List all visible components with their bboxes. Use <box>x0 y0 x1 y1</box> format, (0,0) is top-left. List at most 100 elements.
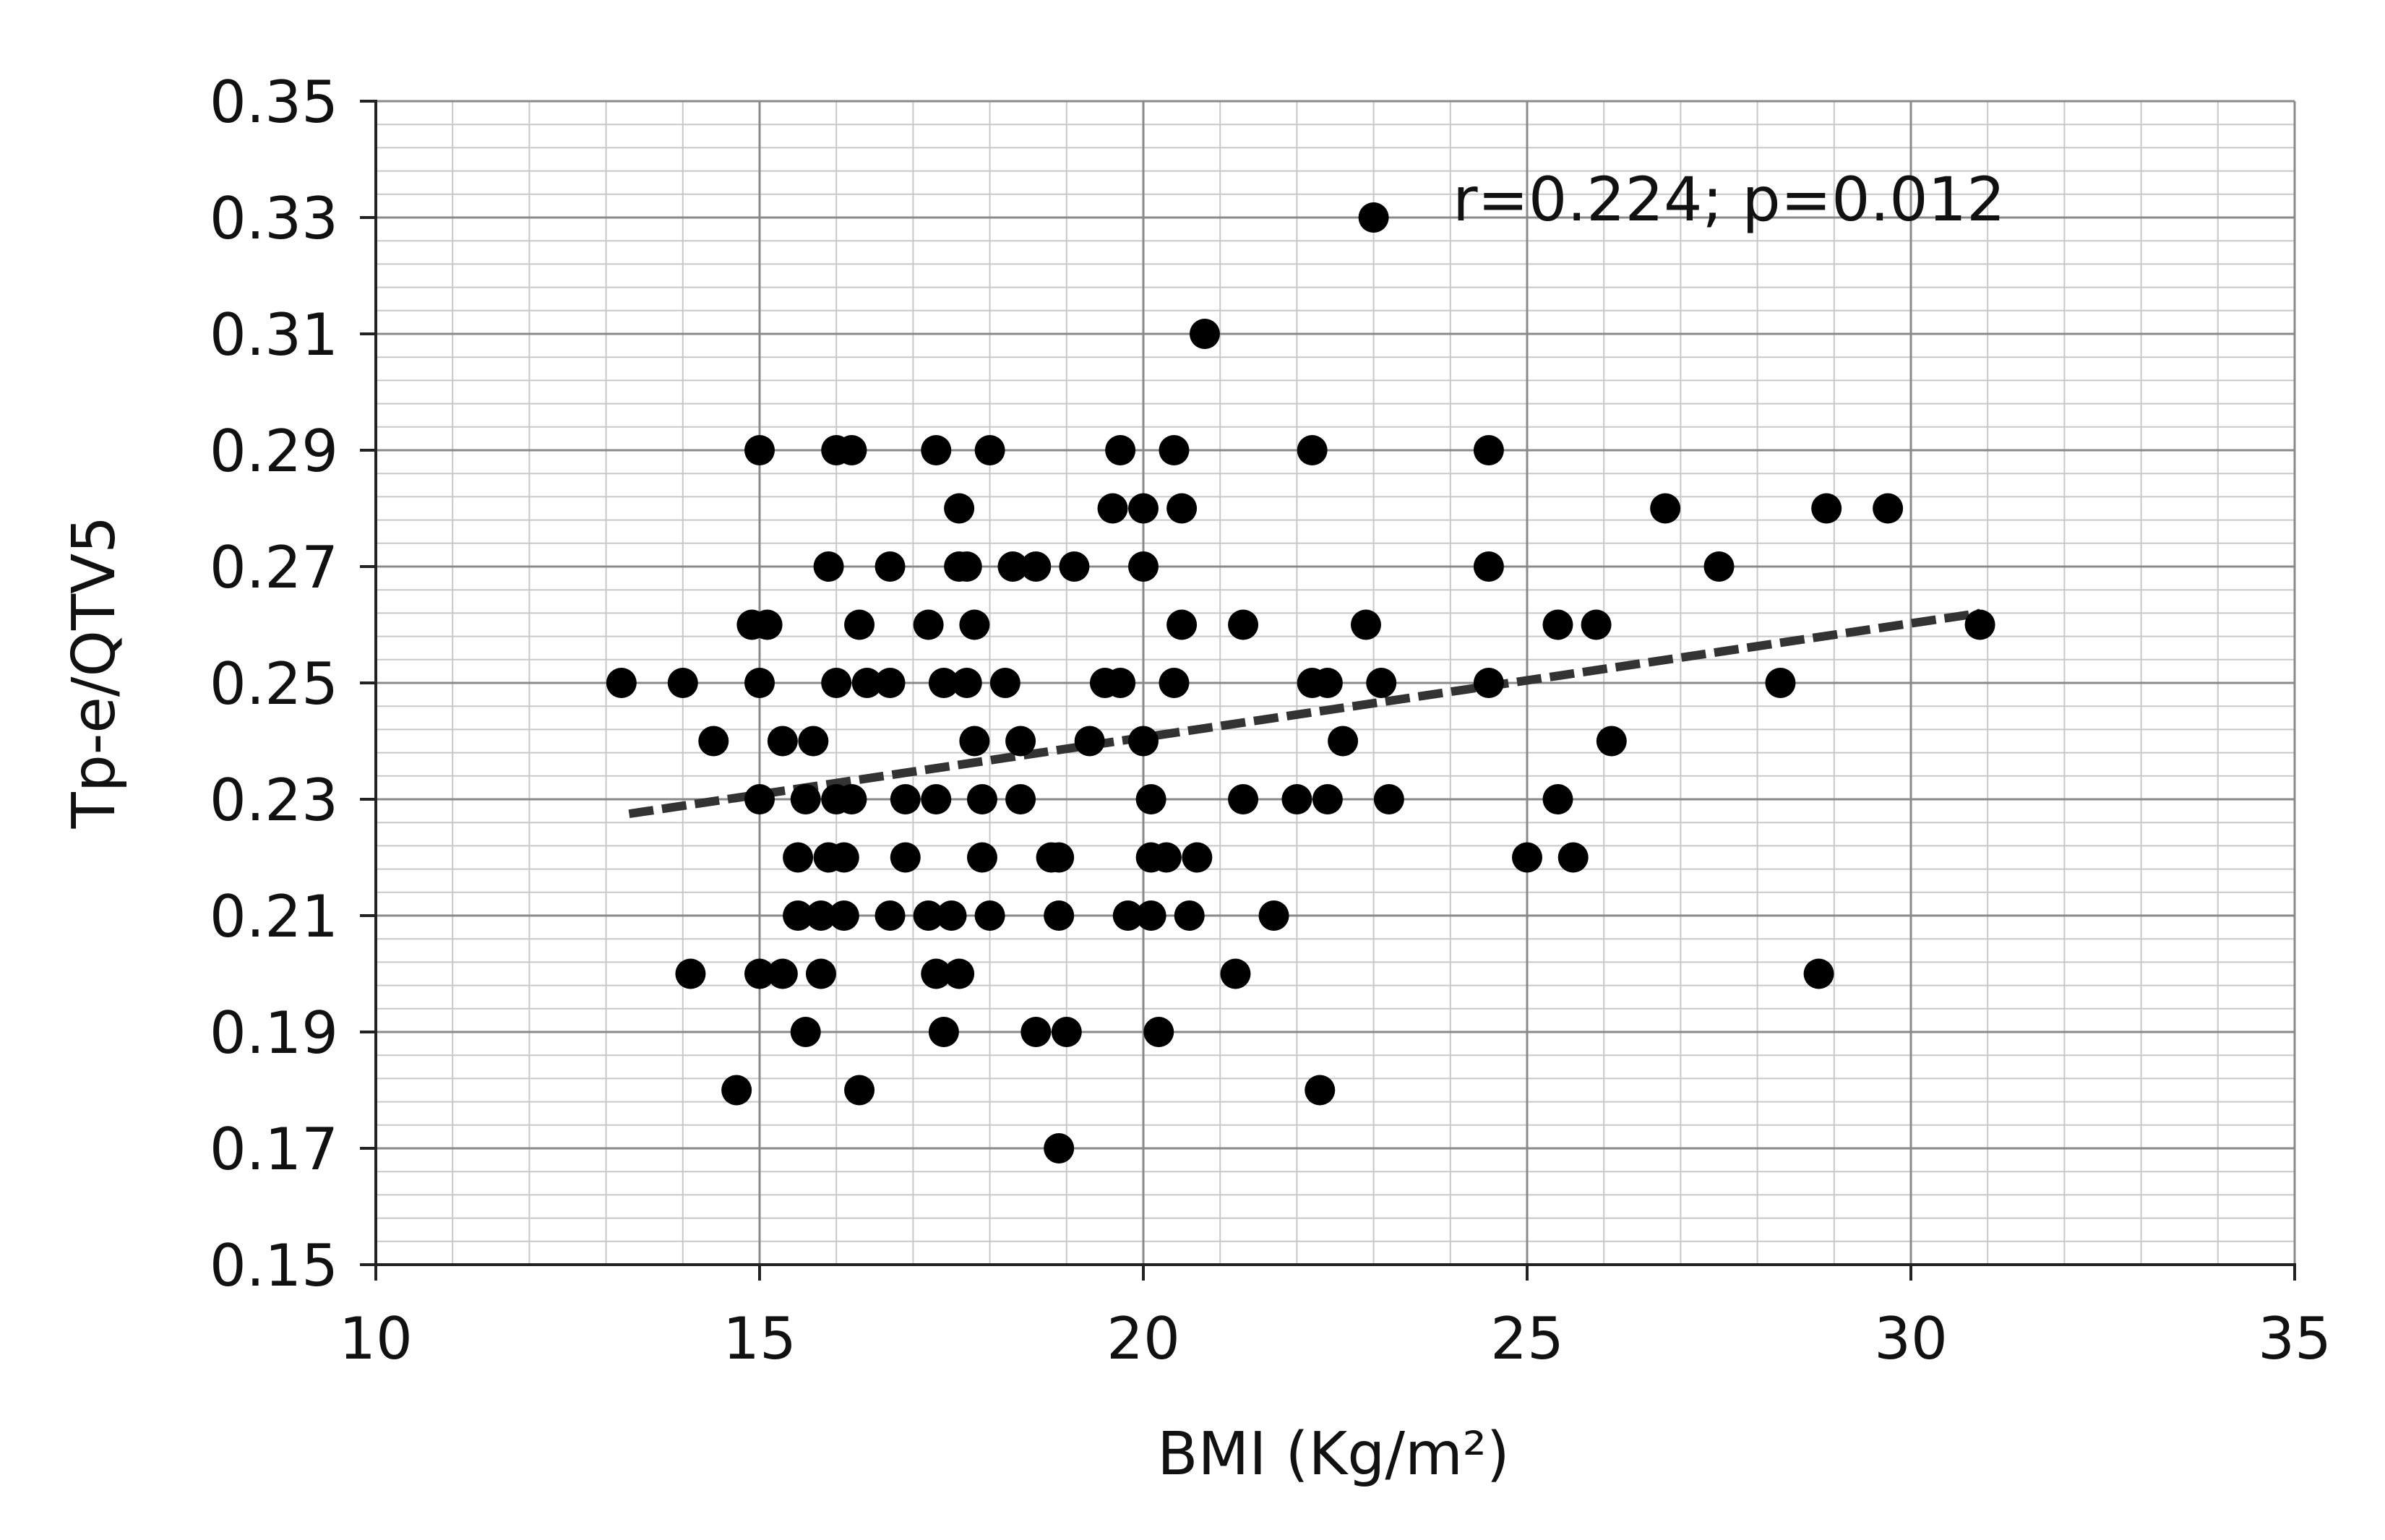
data-point <box>966 842 997 873</box>
data-point <box>1258 900 1289 931</box>
data-point <box>1542 784 1573 814</box>
data-point <box>1105 668 1136 698</box>
y-tick-label: 0.17 <box>210 1116 338 1183</box>
data-point <box>921 958 952 989</box>
data-point <box>959 726 990 757</box>
data-point <box>921 784 952 814</box>
data-point <box>698 726 729 757</box>
data-point <box>790 784 821 814</box>
data-point <box>928 668 959 698</box>
data-point <box>874 551 906 582</box>
y-tick-label: 0.25 <box>210 650 338 718</box>
data-point <box>890 784 921 814</box>
data-point <box>1281 784 1312 814</box>
data-point <box>1964 609 1995 640</box>
data-point <box>1542 609 1573 640</box>
data-point <box>1005 726 1036 757</box>
data-point <box>936 900 967 931</box>
data-point <box>1143 1017 1174 1047</box>
trendline-dashed <box>628 608 1981 819</box>
data-point <box>1228 784 1259 814</box>
data-point <box>1220 958 1251 989</box>
x-tick-label: 30 <box>1874 1305 1948 1372</box>
data-point <box>767 958 798 989</box>
data-point <box>744 958 775 989</box>
data-point <box>783 900 814 931</box>
data-point <box>1020 1017 1052 1047</box>
data-point <box>1174 900 1205 931</box>
data-point <box>928 1017 959 1047</box>
data-point <box>828 842 859 873</box>
data-point <box>767 726 798 757</box>
data-point <box>1473 551 1504 582</box>
y-tick-label: 0.21 <box>210 883 338 950</box>
data-point <box>1596 726 1627 757</box>
y-tick-label: 0.15 <box>210 1232 338 1299</box>
x-tick-label: 10 <box>339 1305 413 1372</box>
data-point <box>1159 435 1190 465</box>
data-point <box>783 842 814 873</box>
data-point <box>966 784 997 814</box>
y-tick-label: 0.23 <box>210 767 338 834</box>
data-point <box>1373 784 1404 814</box>
x-tick-label: 25 <box>1490 1305 1564 1372</box>
data-point <box>1189 319 1220 349</box>
data-point <box>1051 1017 1082 1047</box>
data-point <box>944 958 975 989</box>
data-point <box>1358 202 1389 233</box>
data-point <box>1044 1133 1075 1163</box>
data-point <box>1803 958 1834 989</box>
data-point <box>1557 842 1589 873</box>
data-point <box>1650 493 1681 524</box>
data-point <box>1297 435 1328 465</box>
data-point <box>890 842 921 873</box>
data-point <box>997 551 1028 582</box>
data-point <box>1159 668 1190 698</box>
data-point <box>874 900 906 931</box>
y-tick-label: 0.35 <box>210 69 338 136</box>
data-point <box>805 900 836 931</box>
data-point <box>798 726 829 757</box>
data-point <box>721 1075 752 1106</box>
data-point <box>1512 842 1542 873</box>
y-tick-label: 0.27 <box>210 534 338 601</box>
data-point <box>1151 842 1182 873</box>
data-point <box>913 609 944 640</box>
x-tick-label: 35 <box>2258 1305 2332 1372</box>
data-point <box>1074 726 1105 757</box>
data-point <box>913 900 944 931</box>
trendline <box>628 608 1981 819</box>
x-tick-label: 20 <box>1106 1305 1180 1372</box>
data-point <box>1305 1075 1336 1106</box>
data-point <box>844 609 875 640</box>
x-tick-labels: 10 15 20 25 30 35 <box>339 1305 2332 1372</box>
data-point <box>1166 493 1198 524</box>
data-point <box>1312 784 1343 814</box>
data-point <box>1312 668 1343 698</box>
data-point <box>874 668 906 698</box>
data-point <box>959 609 990 640</box>
axes <box>360 100 2296 1281</box>
data-point <box>1135 784 1166 814</box>
data-point <box>974 900 1005 931</box>
data-point <box>744 668 775 698</box>
data-point <box>921 435 952 465</box>
data-point <box>828 900 859 931</box>
data-point <box>1128 551 1159 582</box>
data-point <box>1811 493 1842 524</box>
data-point <box>1350 609 1381 640</box>
data-point <box>1059 551 1090 582</box>
plot-border <box>376 100 2296 1265</box>
y-tick-label: 0.19 <box>210 999 338 1067</box>
data-point <box>1228 609 1259 640</box>
data-point <box>752 609 783 640</box>
x-axis-title: BMI (Kg/m²) <box>1157 1420 1509 1489</box>
data-point <box>1135 900 1166 931</box>
data-point <box>805 958 836 989</box>
x-tick-label: 15 <box>723 1305 796 1372</box>
chart-annotation: r=0.224; p=0.012 <box>1453 164 2006 235</box>
data-point <box>1166 609 1198 640</box>
data-point <box>974 435 1005 465</box>
y-tick-labels: 0.15 0.17 0.19 0.21 0.23 0.25 0.27 0.29 0.31 0.33… <box>210 69 338 1299</box>
